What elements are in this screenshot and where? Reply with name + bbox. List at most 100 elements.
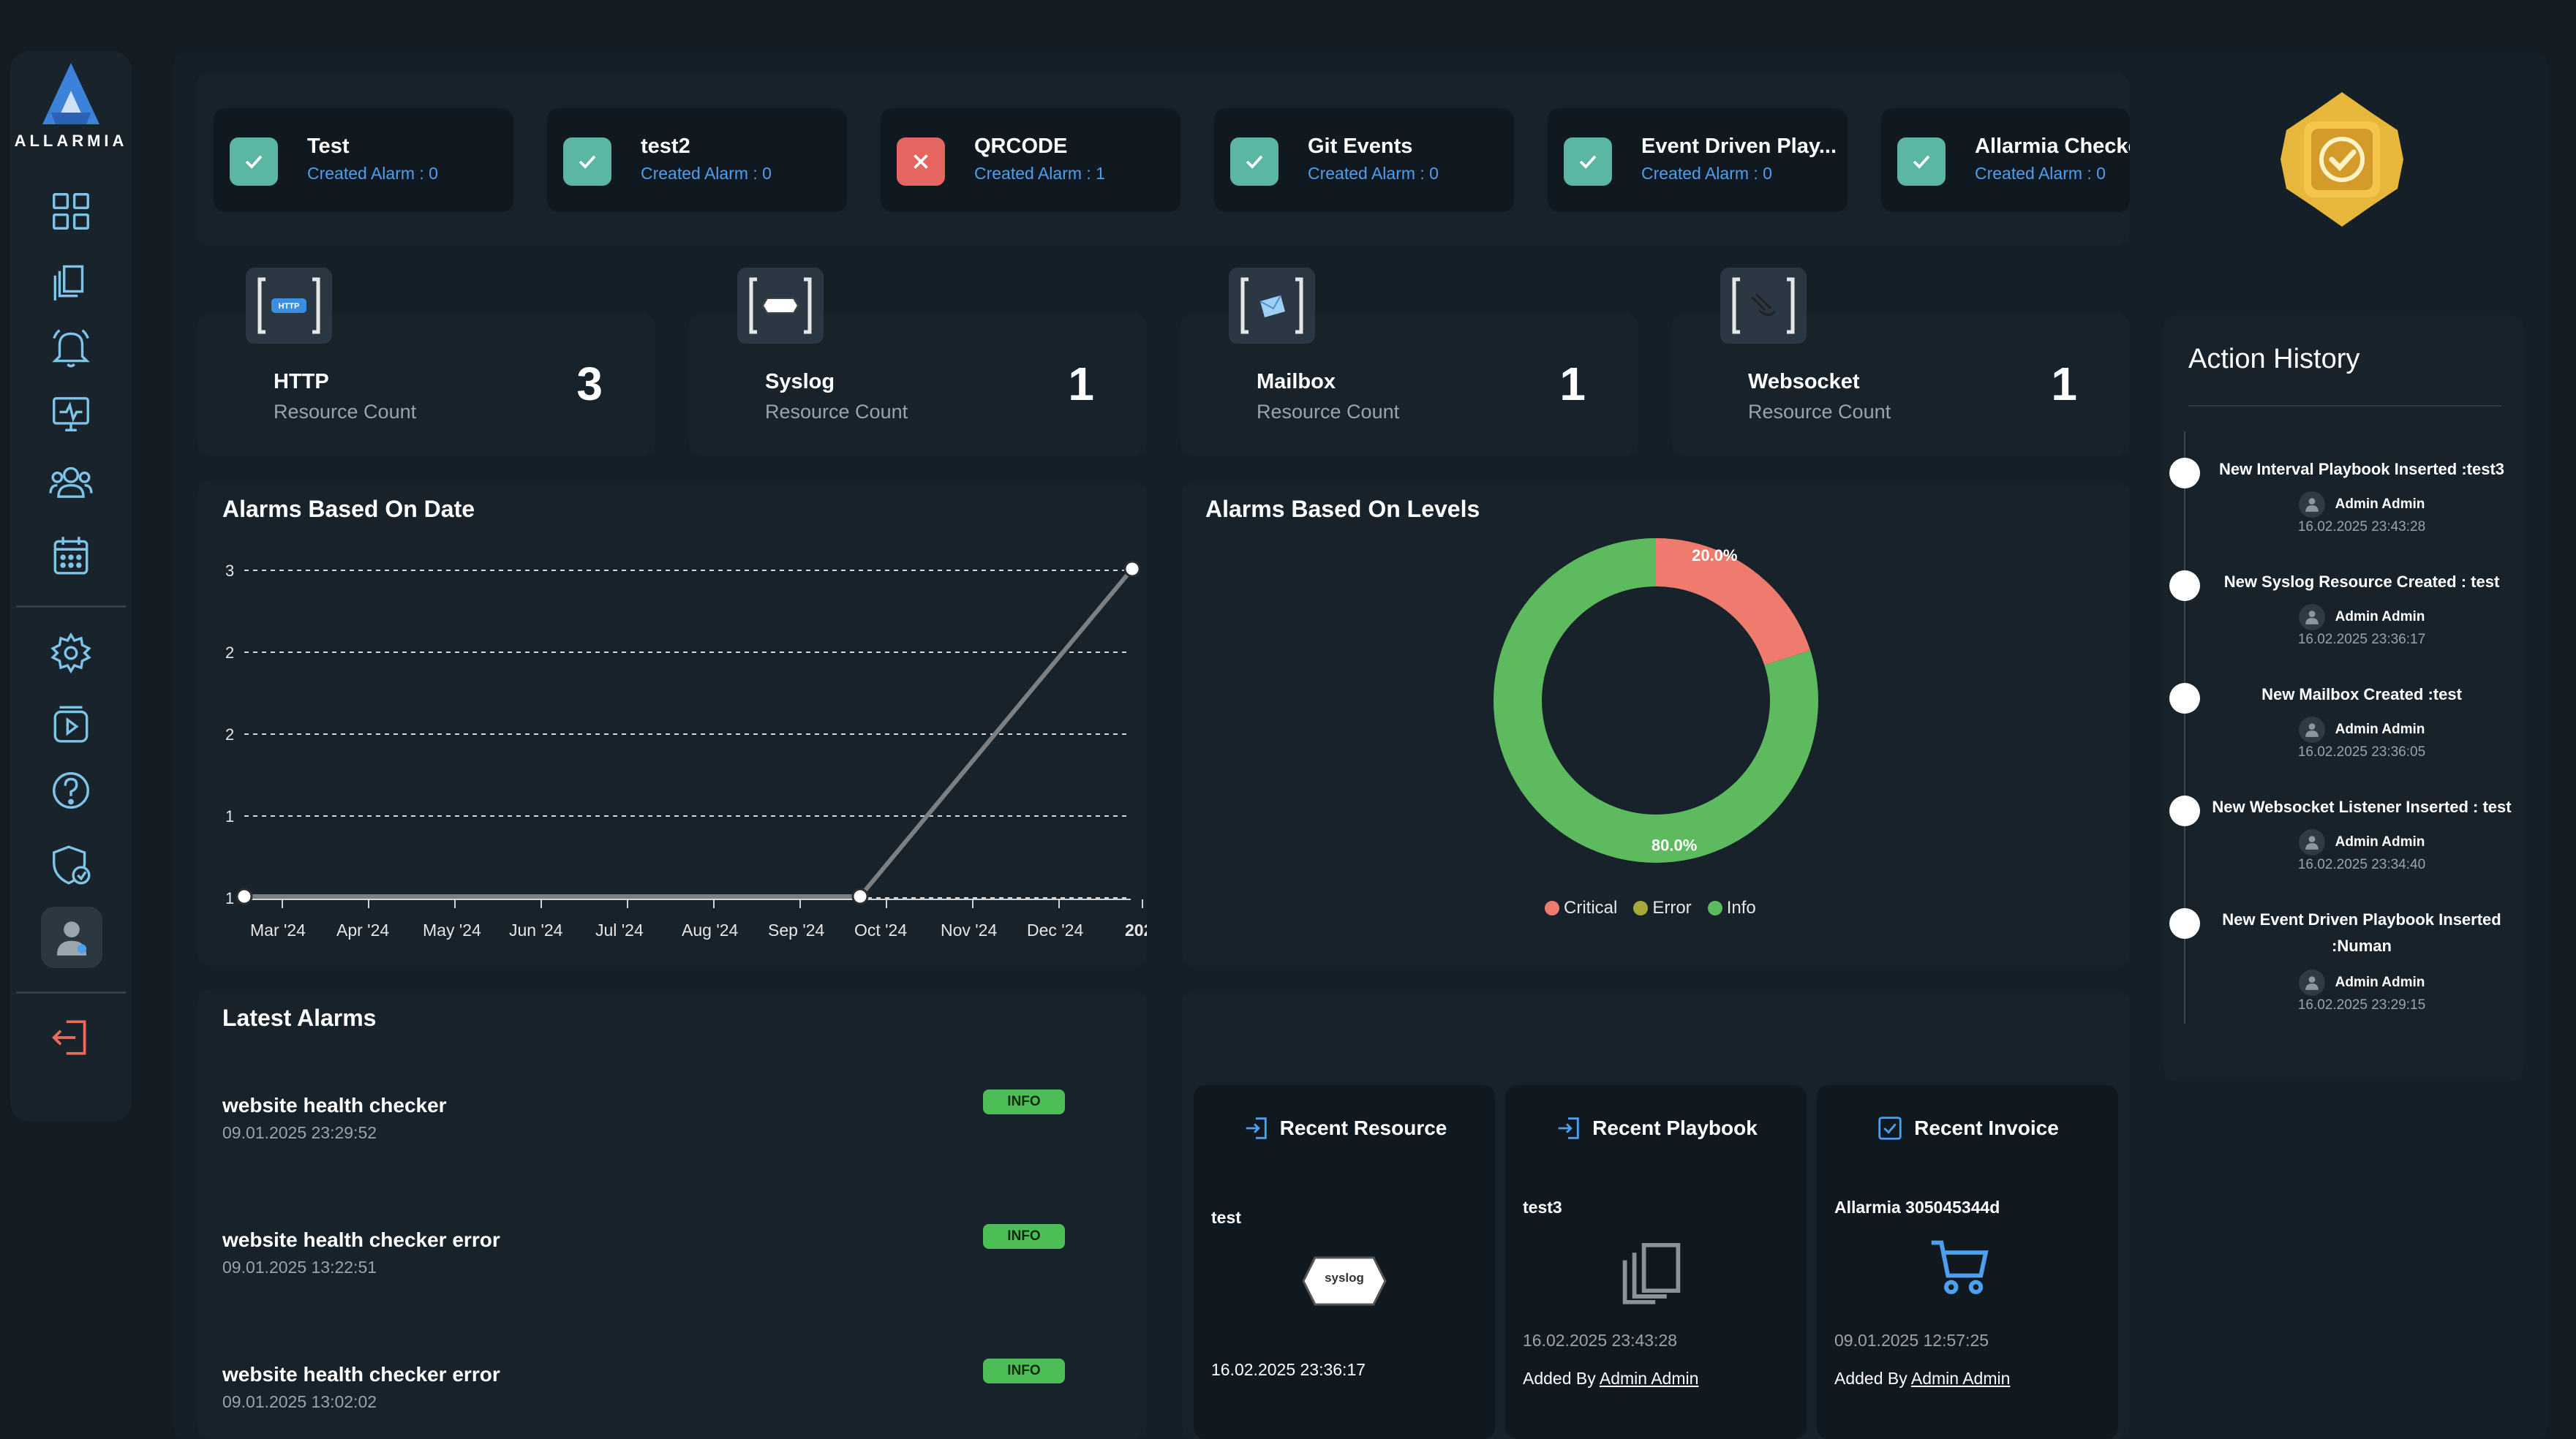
history-user-name: Admin Admin — [2335, 722, 2425, 737]
resource-count: 1 — [1068, 358, 1094, 410]
history-user: Admin Admin — [2207, 829, 2516, 856]
history-title: New Interval Playbook Inserted :test3 — [2218, 460, 2505, 478]
check-icon — [1246, 155, 1263, 169]
monitor-icon — [53, 397, 89, 431]
nav-security[interactable] — [47, 841, 95, 889]
added-by-link[interactable]: Admin Admin — [1910, 1369, 2011, 1388]
svg-text:HTTP: HTTP — [279, 302, 300, 311]
timeline-dot — [2169, 570, 2200, 601]
check-icon — [245, 155, 263, 169]
slice-critical[interactable] — [1656, 538, 1811, 665]
history-user-name: Admin Admin — [2335, 496, 2425, 512]
login-icon — [1246, 1117, 1267, 1139]
shield-icon — [53, 845, 91, 885]
nav-dashboard[interactable] — [47, 187, 95, 235]
recent-playbook-heading: Recent Playbook — [1505, 1114, 1807, 1142]
recent-resource-label: Recent Resource — [1279, 1117, 1447, 1139]
resource-title: HTTP — [274, 370, 329, 393]
history-user: Admin Admin — [2207, 491, 2516, 518]
nav-settings[interactable] — [47, 629, 95, 677]
syslog-resource-icon — [749, 277, 812, 334]
cart-icon — [1931, 1240, 1989, 1294]
play-icon — [53, 706, 88, 743]
avatar — [2298, 604, 2325, 630]
nav-help[interactable] — [47, 766, 95, 815]
latest-alarms-panel: Latest Alarms website health checker 09.… — [197, 990, 1147, 1439]
project-name: QRCODE — [974, 135, 1068, 158]
recent-playbook-label: Recent Playbook — [1592, 1117, 1758, 1139]
project-card[interactable]: Git Events Created Alarm : 0 — [1214, 108, 1514, 212]
alarm-date: 09.01.2025 13:22:51 — [222, 1258, 377, 1277]
alarms-level-chart: 20.0% 80.0% — [1494, 538, 1818, 863]
avatar — [2298, 717, 2325, 743]
recent-playbook-card[interactable]: Recent Playbook test3 16.02.2025 23:43:2… — [1505, 1085, 1807, 1439]
checkbox-icon — [1878, 1117, 1902, 1140]
alarm-title: website health checker error — [222, 1228, 500, 1251]
data-point[interactable] — [851, 888, 869, 905]
nav-playbooks[interactable] — [47, 699, 95, 747]
legend-info[interactable]: Info — [1707, 898, 1756, 918]
project-card[interactable]: Allarmia Checke Created Alarm : 0 — [1881, 108, 2130, 212]
alarm-date: 09.01.2025 23:29:52 — [222, 1123, 377, 1142]
sidebar: ALLARMIA — [10, 51, 132, 1122]
project-card[interactable]: Event Driven Play... Created Alarm : 0 — [1548, 108, 1848, 212]
added-by-link[interactable]: Admin Admin — [1599, 1369, 1699, 1388]
nav-users[interactable] — [47, 458, 95, 506]
x-tick-label: Sep '24 — [768, 921, 824, 940]
logout-button[interactable] — [47, 1013, 95, 1062]
x-tick-label: May '24 — [423, 921, 481, 940]
x-tick-label: 2025 — [1125, 921, 1147, 940]
history-user-name: Admin Admin — [2335, 609, 2425, 624]
resource-title: Syslog — [765, 370, 835, 393]
syslog-icon — [1302, 1256, 1387, 1306]
websocket-icon — [1732, 277, 1795, 334]
legend-critical[interactable]: Critical — [1545, 898, 1617, 918]
resource-subtitle: Resource Count — [274, 401, 417, 423]
project-alarm-count: Created Alarm : 0 — [641, 164, 772, 183]
y-tick-label: 2 — [225, 725, 234, 744]
resource-count: 1 — [1559, 358, 1586, 410]
x-tick-label: Jun '24 — [509, 921, 563, 940]
project-card[interactable]: test2 Created Alarm : 0 — [547, 108, 847, 212]
data-point[interactable] — [1123, 560, 1141, 578]
sidebar-divider — [16, 605, 126, 608]
history-user: Admin Admin — [2207, 970, 2516, 996]
nav-projects[interactable] — [47, 256, 95, 304]
status-ok-badge — [1897, 137, 1946, 186]
resource-icon-tile — [737, 268, 824, 344]
project-card[interactable]: Test Created Alarm : 0 — [214, 108, 513, 212]
legend-error[interactable]: Error — [1633, 898, 1692, 918]
history-timeline — [2184, 431, 2185, 1024]
legend-error-label: Error — [1652, 898, 1692, 918]
resource-count: 1 — [2051, 358, 2077, 410]
data-point[interactable] — [236, 888, 253, 905]
gear-icon — [50, 632, 91, 674]
nav-alarms[interactable] — [47, 323, 95, 371]
project-card[interactable]: QRCODE Created Alarm : 1 — [881, 108, 1180, 212]
check-icon — [1579, 155, 1597, 169]
alarm-level-badge: INFO — [983, 1359, 1065, 1383]
recent-invoice-date: 09.01.2025 12:57:25 — [1834, 1331, 1989, 1350]
avatar — [2298, 970, 2325, 996]
nav-calendar[interactable] — [47, 531, 95, 579]
project-alarm-count: Created Alarm : 1 — [974, 164, 1105, 183]
recent-resource-card[interactable]: Recent Resource test syslog 16.02.2025 2… — [1194, 1085, 1495, 1439]
status-error-badge — [897, 137, 945, 186]
alarms-level-title: Alarms Based On Levels — [1205, 496, 1480, 522]
legend-critical-label: Critical — [1564, 898, 1618, 918]
nav-profile[interactable] — [41, 907, 102, 968]
history-user-name: Admin Admin — [2335, 834, 2425, 850]
slice-value-label: 80.0% — [1652, 836, 1697, 854]
login-icon — [1558, 1117, 1579, 1139]
brand-name: ALLARMIA — [14, 132, 128, 150]
y-tick-label: 1 — [225, 889, 234, 907]
history-date: 16.02.2025 23:29:15 — [2297, 997, 2426, 1013]
slice-info[interactable] — [1494, 538, 1818, 863]
nav-monitoring[interactable] — [47, 389, 95, 437]
level-legend: Critical Error Info — [1545, 898, 1756, 918]
recent-invoice-card[interactable]: Recent Invoice Allarmia 305045344d 09.01… — [1817, 1085, 2118, 1439]
resource-icon-tile: HTTP — [246, 268, 332, 344]
resource-title: Websocket — [1748, 370, 1860, 393]
resource-card-http[interactable]: HTTP Resource Count 3 — [197, 313, 655, 456]
help-icon — [53, 772, 89, 809]
